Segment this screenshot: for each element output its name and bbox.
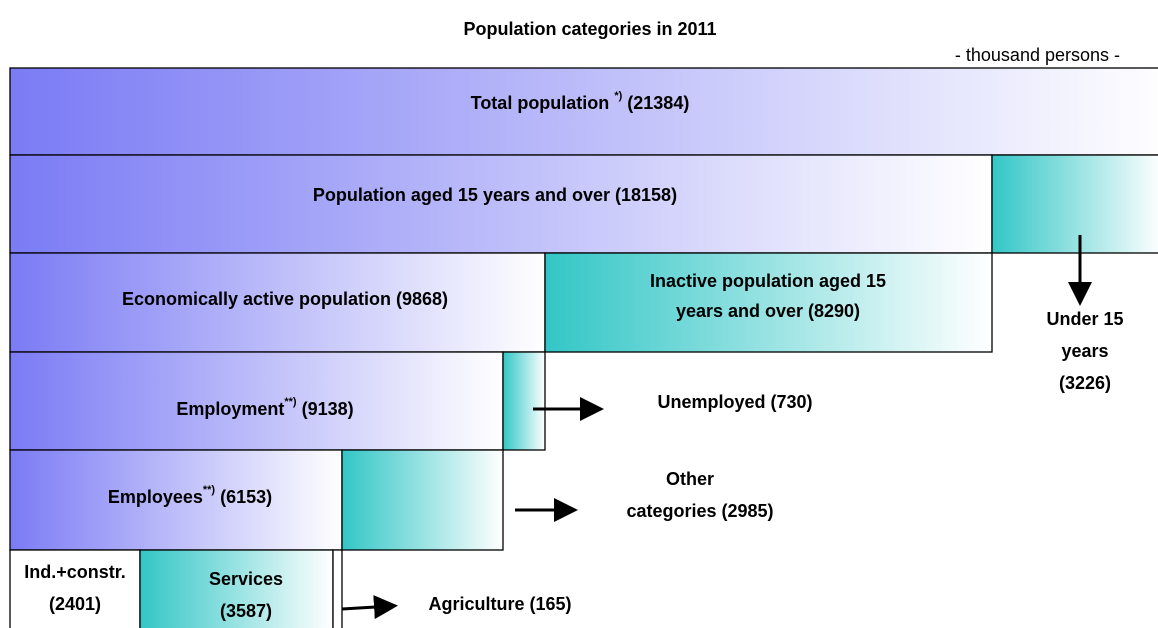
- block-unemployed: [502, 351, 546, 451]
- block-industry: [9, 549, 141, 628]
- block-total: [9, 67, 1158, 156]
- block-inactive: [544, 252, 993, 353]
- block-aged15: [9, 154, 993, 254]
- label-employees: Employees**) (6153): [108, 484, 272, 507]
- label-industry: Ind.+constr.: [24, 562, 126, 582]
- label-industry: (2401): [49, 594, 101, 614]
- label-total: Total population *) (21384): [471, 90, 690, 113]
- label-agriculture: Agriculture (165): [428, 594, 571, 614]
- label-active: Economically active population (9868): [122, 289, 448, 309]
- unit: - thousand persons -: [955, 45, 1120, 65]
- label-other: Other: [666, 469, 714, 489]
- label-under15: (3226): [1059, 373, 1111, 393]
- block-employees: [9, 449, 343, 551]
- block-services: [139, 549, 334, 628]
- label-under15: years: [1061, 341, 1108, 361]
- label-services: (3587): [220, 601, 272, 621]
- label-unemployed: Unemployed (730): [657, 392, 812, 412]
- block-agriculture: [332, 549, 343, 628]
- arrow: [341, 595, 398, 620]
- label-services: Services: [209, 569, 283, 589]
- block-employment: [9, 351, 504, 451]
- block-other: [341, 449, 504, 551]
- label-inactive: Inactive population aged 15: [650, 271, 886, 291]
- label-inactive: years and over (8290): [676, 301, 860, 321]
- title: Population categories in 2011: [463, 19, 716, 39]
- label-under15: Under 15: [1046, 309, 1123, 329]
- label-other: categories (2985): [626, 501, 773, 521]
- label-aged15: Population aged 15 years and over (18158…: [313, 185, 677, 205]
- block-under15: [991, 154, 1158, 254]
- label-employment: Employment**) (9138): [176, 396, 353, 419]
